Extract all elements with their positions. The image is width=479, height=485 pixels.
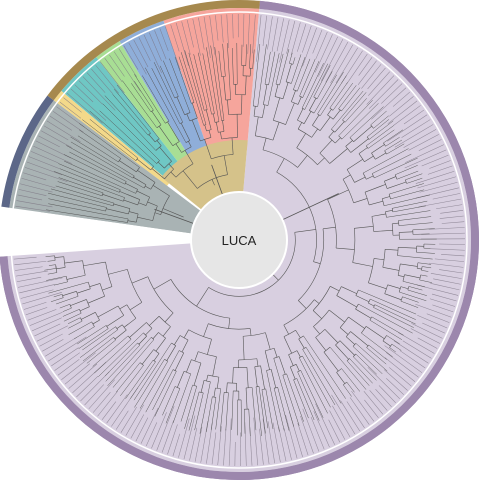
center-label: LUCA — [222, 233, 257, 248]
center-node: LUCA — [191, 192, 287, 288]
